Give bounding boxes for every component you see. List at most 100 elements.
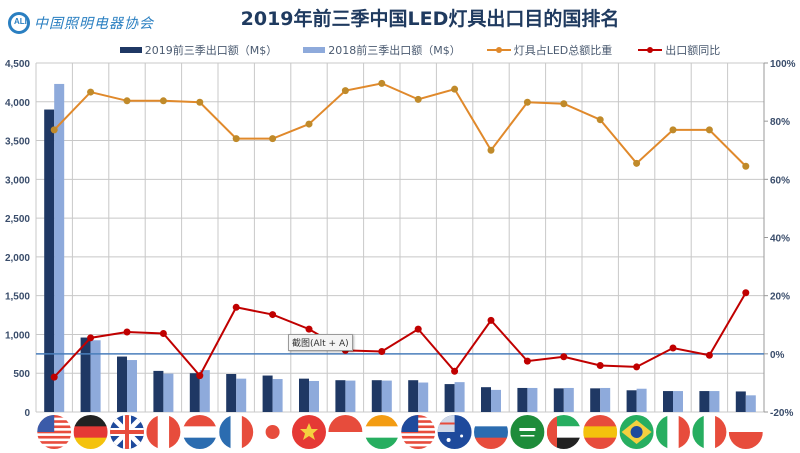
bar-2018 <box>709 391 720 412</box>
legend-item-2018: 2018前三季出口额（M$） <box>303 42 461 58</box>
bar-2019 <box>444 384 455 412</box>
yoy-marker <box>669 344 677 352</box>
flag-in-icon <box>364 415 399 449</box>
legend-swatch-share <box>486 47 511 53</box>
legend-swatch-yoy <box>638 47 663 53</box>
share-marker <box>50 126 58 134</box>
share-marker <box>196 98 204 106</box>
bar-2019 <box>226 373 237 412</box>
bar-2019 <box>44 109 55 413</box>
flag-it-icon <box>692 415 727 449</box>
bar-2019 <box>262 375 273 412</box>
yoy-marker <box>596 361 604 369</box>
legend-item-share: 灯具占LED总额比重 <box>486 42 612 58</box>
right-axis-tick: 60% <box>770 175 790 186</box>
yoy-marker <box>305 325 313 333</box>
flag-nl-icon <box>182 415 217 449</box>
flag-pl-icon <box>728 415 763 449</box>
flag-sa-icon <box>510 415 545 449</box>
share-marker <box>123 97 131 105</box>
bar-2018 <box>309 380 319 412</box>
bar-2019 <box>735 391 746 412</box>
share-marker <box>305 120 313 128</box>
bar-2018 <box>272 379 283 412</box>
legend-item-yoy: 出口额同比 <box>638 42 720 58</box>
flag-gb-icon <box>110 415 144 449</box>
share-marker <box>487 146 495 154</box>
share-marker <box>596 116 604 124</box>
flag-ca-icon <box>146 415 181 449</box>
yoy-marker <box>269 311 277 319</box>
bar-2018 <box>454 382 465 412</box>
bar-2019 <box>517 387 528 412</box>
bar-2018 <box>673 391 683 412</box>
flag-mx-icon <box>656 415 690 449</box>
bar-2019 <box>626 390 637 412</box>
left-axis-tick: 1,500 <box>5 292 30 303</box>
share-marker <box>87 88 95 96</box>
yoy-marker <box>560 353 568 361</box>
right-axis-tick: 100% <box>770 59 796 70</box>
share-marker <box>560 100 568 108</box>
share-marker <box>341 87 349 95</box>
bar-2018 <box>418 382 429 412</box>
yoy-marker <box>414 325 422 333</box>
right-axis-tick: 0% <box>770 350 785 361</box>
flag-jp-icon <box>255 415 290 449</box>
yoy-marker <box>487 316 495 324</box>
bar-2019 <box>408 380 419 412</box>
flag-us-icon <box>37 415 72 449</box>
yoy-marker <box>87 334 95 342</box>
yoy-marker <box>523 357 531 365</box>
bar-2018 <box>199 370 210 412</box>
bar-2019 <box>80 337 91 412</box>
bar-2019 <box>590 388 601 412</box>
left-axis-tick: 0 <box>24 408 30 419</box>
legend-swatch-2019 <box>119 47 142 53</box>
yoy-marker <box>451 367 459 375</box>
share-marker <box>705 126 713 134</box>
flag-ru-icon <box>474 415 508 449</box>
bar-2018 <box>163 373 174 412</box>
share-marker <box>523 98 531 106</box>
share-marker <box>451 85 459 93</box>
flag-es-icon <box>583 415 618 449</box>
bar-2019 <box>153 370 164 412</box>
flag-de-icon <box>73 415 108 449</box>
bar-2018 <box>90 340 101 412</box>
bar-2018 <box>236 378 247 412</box>
bar-2018 <box>491 389 501 412</box>
left-axis-tick: 1,000 <box>5 330 30 341</box>
bar-2019 <box>371 380 382 412</box>
flag-br-icon <box>619 415 654 449</box>
left-axis-tick: 4,500 <box>5 59 30 70</box>
share-line <box>53 82 747 167</box>
share-marker <box>159 97 167 105</box>
yoy-marker <box>50 373 58 381</box>
share-marker <box>232 135 240 143</box>
left-axis-tick: 2,500 <box>5 214 30 225</box>
bar-2018 <box>636 388 647 412</box>
yoy-marker <box>159 329 167 337</box>
yoy-marker <box>633 363 641 371</box>
screenshot-tooltip: 截图(Alt + A) <box>288 334 353 351</box>
left-axis-tick: 2,000 <box>5 253 30 264</box>
left-axis-tick: 500 <box>13 369 30 380</box>
bar-2018 <box>54 83 65 412</box>
bar-2019 <box>189 373 200 412</box>
left-axis-tick: 3,000 <box>5 175 30 186</box>
yoy-line <box>53 292 747 378</box>
bar-2018 <box>600 387 611 412</box>
share-marker <box>269 135 277 143</box>
logo-text: 中国照明电器协会 <box>34 16 154 32</box>
bar-2018 <box>563 387 574 412</box>
bar-2018 <box>127 360 137 412</box>
chart-title: 2019年前三季中国LED灯具出口目的国排名 <box>240 8 620 30</box>
bar-2019 <box>481 387 491 412</box>
left-axis-tick: 4,000 <box>5 98 30 109</box>
flag-fr-icon <box>219 415 254 449</box>
bar-2018 <box>745 395 756 412</box>
bar-2019 <box>699 391 710 412</box>
bar-2018 <box>381 380 392 412</box>
share-marker <box>742 162 750 170</box>
